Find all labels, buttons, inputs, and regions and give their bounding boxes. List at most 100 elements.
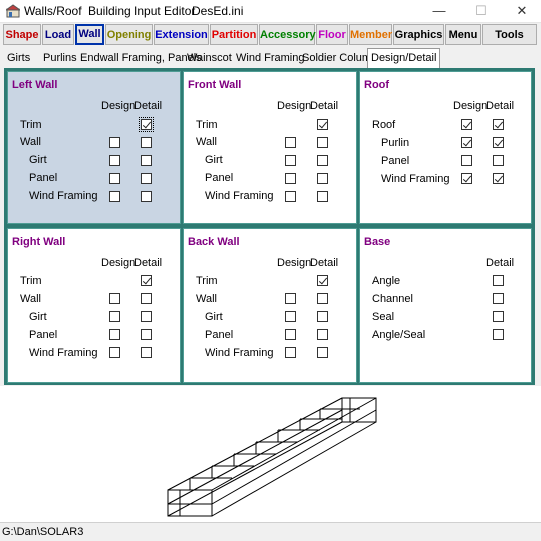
accessory-button-label: Accessory xyxy=(260,29,316,41)
design-header: Design xyxy=(453,100,488,112)
base-angle-seal-detail-checkbox[interactable] xyxy=(493,329,504,340)
front-wall-panel-design-checkbox[interactable] xyxy=(285,173,296,184)
right-wall-pane: Right Wall Design Detail Trim Wall Girt … xyxy=(7,228,181,383)
back-wall-wind-detail-checkbox[interactable] xyxy=(317,347,328,358)
right-wall-panel-design-checkbox[interactable] xyxy=(109,329,120,340)
base-angle-detail-checkbox[interactable] xyxy=(493,275,504,286)
back-wall-panel-detail-checkbox[interactable] xyxy=(317,329,328,340)
menu-button-label: Menu xyxy=(448,29,478,41)
close-button[interactable]: ✕ xyxy=(516,3,528,18)
front-wall-panel-detail-checkbox[interactable] xyxy=(317,173,328,184)
design-detail-panel: Left Wall Design Detail Trim Wall Girt P… xyxy=(4,68,535,385)
tab-wainscot[interactable]: Wainscot xyxy=(187,52,232,64)
front-wall-trim-detail-checkbox[interactable] xyxy=(317,119,328,130)
back-wall-wind-design-checkbox[interactable] xyxy=(285,347,296,358)
front-wall-girt-detail-checkbox[interactable] xyxy=(317,155,328,166)
row-label: Channel xyxy=(372,293,413,305)
right-wall-wall-design-checkbox[interactable] xyxy=(109,293,120,304)
roof-panel-detail-checkbox[interactable] xyxy=(493,155,504,166)
roof-roof-design-checkbox[interactable] xyxy=(461,119,472,130)
tab-design-detail[interactable]: Design/Detail xyxy=(367,48,441,69)
right-wall-panel-detail-checkbox[interactable] xyxy=(141,329,152,340)
right-wall-wind-detail-checkbox[interactable] xyxy=(141,347,152,358)
tab-soldier-column[interactable]: Soldier Column xyxy=(302,52,378,64)
base-channel-detail-checkbox[interactable] xyxy=(493,293,504,304)
front-wall-wind-design-checkbox[interactable] xyxy=(285,191,296,202)
left-wall-wind-design-checkbox[interactable] xyxy=(109,191,120,202)
accessory-button[interactable]: Accessory xyxy=(259,24,316,45)
left-wall-trim-detail-checkbox[interactable] xyxy=(139,117,154,132)
back-wall-girt-detail-checkbox[interactable] xyxy=(317,311,328,322)
left-wall-girt-detail-checkbox[interactable] xyxy=(141,155,152,166)
back-wall-wall-design-checkbox[interactable] xyxy=(285,293,296,304)
back-wall-wall-detail-checkbox[interactable] xyxy=(317,293,328,304)
left-wall-girt-design-checkbox[interactable] xyxy=(109,155,120,166)
tools-button[interactable]: Tools xyxy=(482,24,537,45)
front-wall-wall-design-checkbox[interactable] xyxy=(285,137,296,148)
detail-header: Detail xyxy=(486,100,515,112)
shape-button[interactable]: Shape xyxy=(3,24,41,45)
left-wall-panel-design-checkbox[interactable] xyxy=(109,173,120,184)
floor-button-label: Floor xyxy=(318,29,346,41)
load-button-label: Load xyxy=(44,29,72,41)
row-label: Wall xyxy=(196,293,217,305)
design-header: Design xyxy=(277,100,312,112)
window-title-module: Walls/Roof xyxy=(24,4,82,18)
detail-header: Detail xyxy=(310,100,339,112)
roof-roof-detail-checkbox[interactable] xyxy=(493,119,504,130)
tab-girts[interactable]: Girts xyxy=(7,52,31,64)
load-button[interactable]: Load xyxy=(42,24,74,45)
back-wall-girt-design-checkbox[interactable] xyxy=(285,311,296,322)
design-header: Design xyxy=(277,257,312,269)
minimize-button[interactable]: — xyxy=(432,3,446,18)
row-label: Roof xyxy=(372,119,396,131)
menu-button[interactable]: Menu xyxy=(445,24,481,45)
building-3d-view[interactable] xyxy=(0,386,541,522)
roof-wind-detail-checkbox[interactable] xyxy=(493,173,504,184)
row-label: Girt xyxy=(29,154,47,166)
row-label: Angle/Seal xyxy=(372,329,426,341)
tab-purlins[interactable]: Purlins xyxy=(43,52,77,64)
status-bar: G:\Dan\SOLAR3 xyxy=(0,522,541,541)
floor-button[interactable]: Floor xyxy=(316,24,348,45)
row-label: Wind Framing xyxy=(29,190,98,202)
right-wall-trim-detail-checkbox[interactable] xyxy=(141,275,152,286)
front-wall-wind-detail-checkbox[interactable] xyxy=(317,191,328,202)
left-wall-wind-detail-checkbox[interactable] xyxy=(141,191,152,202)
extension-button[interactable]: Extension xyxy=(154,24,209,45)
right-wall-wall-detail-checkbox[interactable] xyxy=(141,293,152,304)
row-label: Girt xyxy=(205,154,223,166)
roof-purlin-design-checkbox[interactable] xyxy=(461,137,472,148)
row-label: Trim xyxy=(196,275,218,287)
wall-button-label: Wall xyxy=(78,28,101,40)
roof-purlin-detail-checkbox[interactable] xyxy=(493,137,504,148)
right-wall-girt-detail-checkbox[interactable] xyxy=(141,311,152,322)
design-header: Design xyxy=(101,100,136,112)
graphics-button[interactable]: Graphics xyxy=(393,24,444,45)
roof-panel-design-checkbox[interactable] xyxy=(461,155,472,166)
tab-wind-framing[interactable]: Wind Framing xyxy=(236,52,305,64)
partition-button[interactable]: Partition xyxy=(210,24,258,45)
back-wall-trim-detail-checkbox[interactable] xyxy=(317,275,328,286)
opening-button[interactable]: Opening xyxy=(105,24,153,45)
right-wall-wind-design-checkbox[interactable] xyxy=(109,347,120,358)
member-button-label: Member xyxy=(350,29,393,41)
roof-pane: Roof Design Detail Roof Purlin Panel Win… xyxy=(359,71,532,224)
back-wall-title: Back Wall xyxy=(188,236,240,248)
left-wall-wall-detail-checkbox[interactable] xyxy=(141,137,152,148)
right-wall-girt-design-checkbox[interactable] xyxy=(109,311,120,322)
left-wall-wall-design-checkbox[interactable] xyxy=(109,137,120,148)
row-label: Girt xyxy=(205,311,223,323)
wall-button[interactable]: Wall xyxy=(75,24,104,45)
roof-wind-design-checkbox[interactable] xyxy=(461,173,472,184)
detail-header: Detail xyxy=(134,100,163,112)
maximize-button[interactable]: ☐ xyxy=(475,3,487,18)
member-button[interactable]: Member xyxy=(349,24,392,45)
back-wall-panel-design-checkbox[interactable] xyxy=(285,329,296,340)
front-wall-girt-design-checkbox[interactable] xyxy=(285,155,296,166)
row-label: Panel xyxy=(29,172,58,184)
front-wall-wall-detail-checkbox[interactable] xyxy=(317,137,328,148)
left-wall-panel-detail-checkbox[interactable] xyxy=(141,173,152,184)
tab-endwall-framing-panels[interactable]: Endwall Framing, Panels xyxy=(80,52,202,64)
base-seal-detail-checkbox[interactable] xyxy=(493,311,504,322)
